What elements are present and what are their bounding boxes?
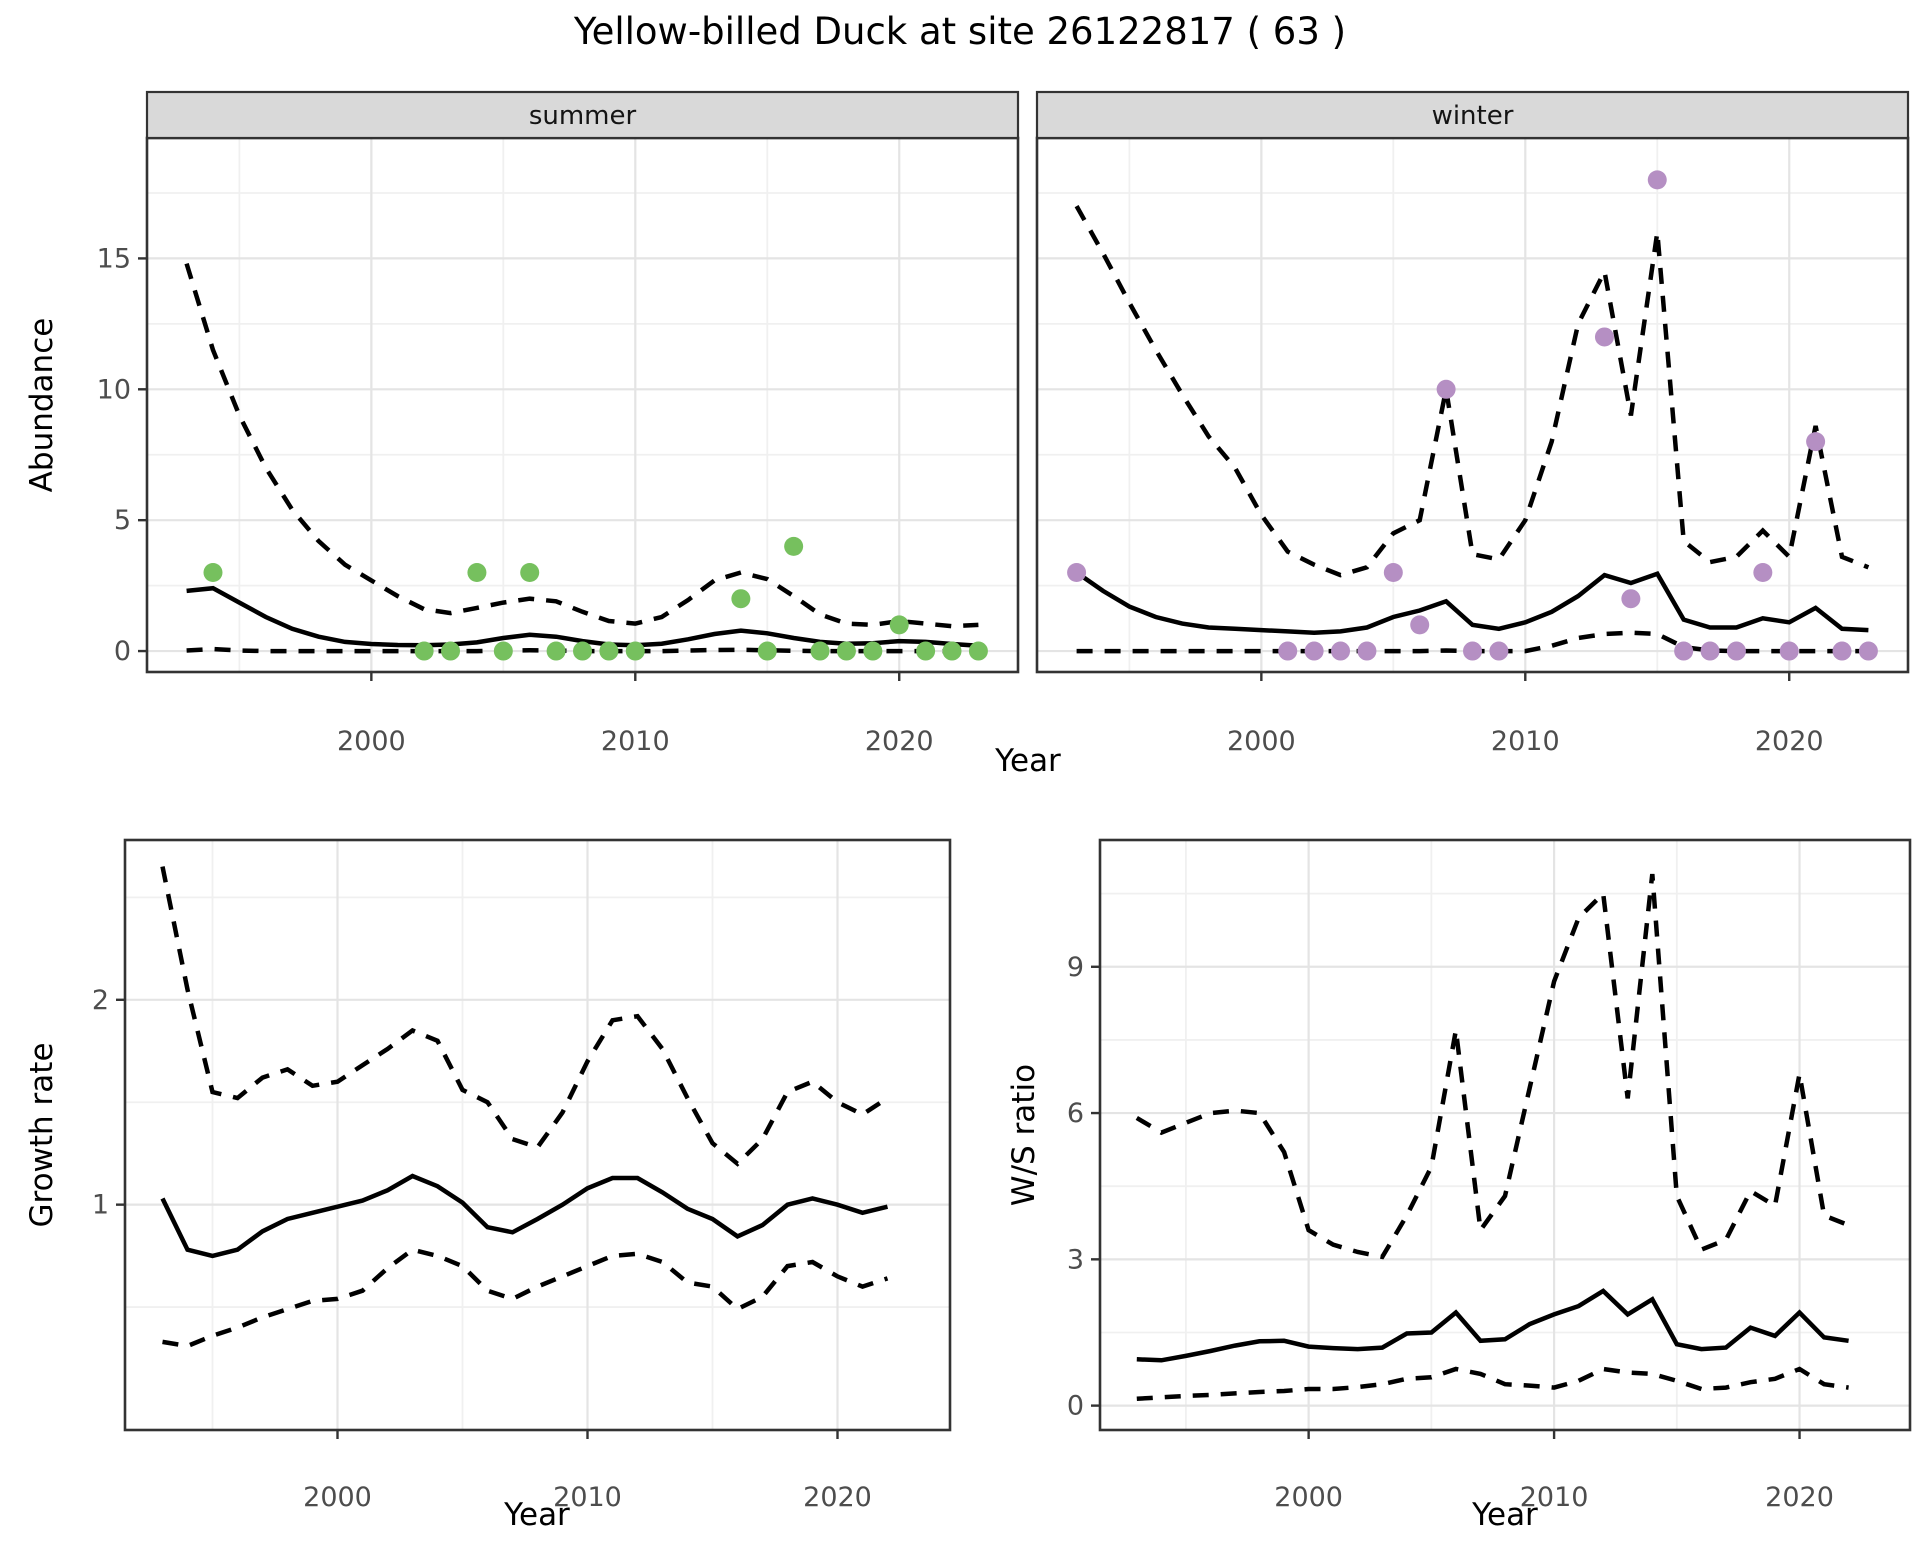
- x-axis-title-year-ws: Year: [1472, 1497, 1538, 1533]
- observation-point: [916, 641, 936, 661]
- x-tick-label: 2010: [1520, 1482, 1589, 1513]
- lower-ci-line: [162, 1247, 889, 1349]
- y-tick-label: 1: [92, 1190, 109, 1221]
- observation-point: [863, 641, 883, 661]
- facet-strip: [145, 90, 1020, 140]
- axis-ticks: 2000 2010 2020 1 2: [92, 985, 872, 1513]
- y-tick-label: 15: [97, 243, 131, 274]
- panel-abundance-summer: summer 2000 2010 2020 0 5 10 15: [97, 90, 1020, 757]
- observation-point: [203, 563, 223, 583]
- y-tick-label: 2: [92, 985, 109, 1016]
- x-tick-label: 2000: [1274, 1482, 1343, 1513]
- x-tick-label: 2000: [303, 1482, 372, 1513]
- observation-point: [1357, 641, 1377, 661]
- lower-ci-line: [1136, 1366, 1849, 1402]
- x-tick-label: 2020: [1765, 1482, 1834, 1513]
- y-tick-label: 5: [114, 505, 131, 536]
- y-tick-label: 6: [1067, 1098, 1084, 1129]
- observation-point: [1383, 563, 1403, 583]
- observation-point: [1489, 641, 1509, 661]
- mean-line: [1136, 1288, 1849, 1363]
- observation-point: [1832, 641, 1852, 661]
- x-tick-label: 2020: [803, 1482, 872, 1513]
- y-axis-title-growth-rate: Growth rate: [24, 1042, 60, 1228]
- panel-growth-rate: 2000 2010 2020 1 2: [92, 838, 952, 1513]
- x-tick-label: 2020: [865, 726, 934, 757]
- observation-point: [414, 641, 434, 661]
- observation-point: [625, 641, 645, 661]
- observation-points: [203, 536, 988, 661]
- x-axis-title-year-growth: Year: [504, 1497, 570, 1533]
- observation-point: [889, 615, 909, 635]
- observation-point: [757, 641, 777, 661]
- observation-point: [1779, 641, 1799, 661]
- facet-strip-label: winter: [1432, 101, 1514, 131]
- gridlines: [125, 840, 950, 1430]
- observation-point: [1753, 563, 1773, 583]
- observation-point: [520, 563, 540, 583]
- upper-ci-line: [1135, 873, 1850, 1260]
- upper-ci-line: [160, 866, 889, 1167]
- observation-point: [968, 641, 988, 661]
- x-tick-label: 2000: [1227, 726, 1296, 757]
- observation-point: [1726, 641, 1746, 661]
- observation-point: [942, 641, 962, 661]
- observation-point: [1700, 641, 1720, 661]
- observation-point: [1331, 641, 1351, 661]
- facet-strip: [1035, 90, 1910, 140]
- axis-ticks: 2000 2010 2020 0 5 10 15: [97, 243, 934, 757]
- upper-ci-line: [1074, 204, 1870, 578]
- y-tick-label: 0: [1067, 1391, 1084, 1422]
- gridlines: [1037, 138, 1908, 672]
- observation-point: [1436, 379, 1456, 399]
- observation-point: [1410, 615, 1430, 635]
- x-axis-title-year-top: Year: [995, 743, 1061, 779]
- mean-line: [1075, 570, 1869, 635]
- panel-abundance-winter: winter 2000 2010 2020: [1035, 90, 1910, 757]
- observation-point: [1278, 641, 1298, 661]
- observation-point: [1067, 563, 1087, 583]
- x-tick-label: 2000: [337, 726, 406, 757]
- observation-point: [810, 641, 830, 661]
- panel-ws-ratio: 2000 2010 2020 0 3 6 9: [1067, 838, 1912, 1513]
- y-axis-title-abundance: Abundance: [24, 317, 60, 493]
- observation-point: [1594, 327, 1614, 347]
- y-tick-label: 9: [1067, 952, 1084, 983]
- observation-point: [1858, 641, 1878, 661]
- observation-point: [1647, 170, 1667, 190]
- y-tick-label: 3: [1067, 1244, 1084, 1275]
- observation-point: [1463, 641, 1482, 661]
- observation-point: [1806, 432, 1826, 452]
- observation-point: [1621, 589, 1641, 609]
- axis-ticks: 2000 2010 2020 0 3 6 9: [1067, 952, 1834, 1513]
- x-tick-label: 2010: [601, 726, 670, 757]
- observation-point: [731, 589, 751, 609]
- observation-point: [599, 641, 619, 661]
- observation-point: [784, 536, 804, 556]
- chart-title: Yellow-billed Duck at site 26122817 ( 63…: [573, 10, 1347, 53]
- x-tick-label: 2010: [553, 1482, 622, 1513]
- y-tick-label: 10: [97, 374, 131, 405]
- x-tick-label: 2010: [1491, 726, 1560, 757]
- observation-point: [1674, 641, 1694, 661]
- y-tick-label: 0: [114, 636, 131, 667]
- observation-point: [1304, 641, 1324, 661]
- x-tick-label: 2020: [1755, 726, 1824, 757]
- observation-point: [573, 641, 592, 661]
- observation-point: [836, 641, 856, 661]
- observation-point: [441, 641, 461, 661]
- upper-ci-line: [184, 262, 979, 629]
- observation-point: [546, 641, 566, 661]
- observation-point: [493, 641, 513, 661]
- observation-points: [1067, 170, 1878, 661]
- facet-strip-label: summer: [529, 101, 637, 131]
- observation-point: [467, 563, 487, 583]
- gridlines: [1100, 840, 1910, 1430]
- y-axis-title-ws-ratio: W/S ratio: [1006, 1063, 1042, 1207]
- mean-line: [160, 1173, 889, 1259]
- axis-ticks: 2000 2010 2020: [1227, 672, 1824, 757]
